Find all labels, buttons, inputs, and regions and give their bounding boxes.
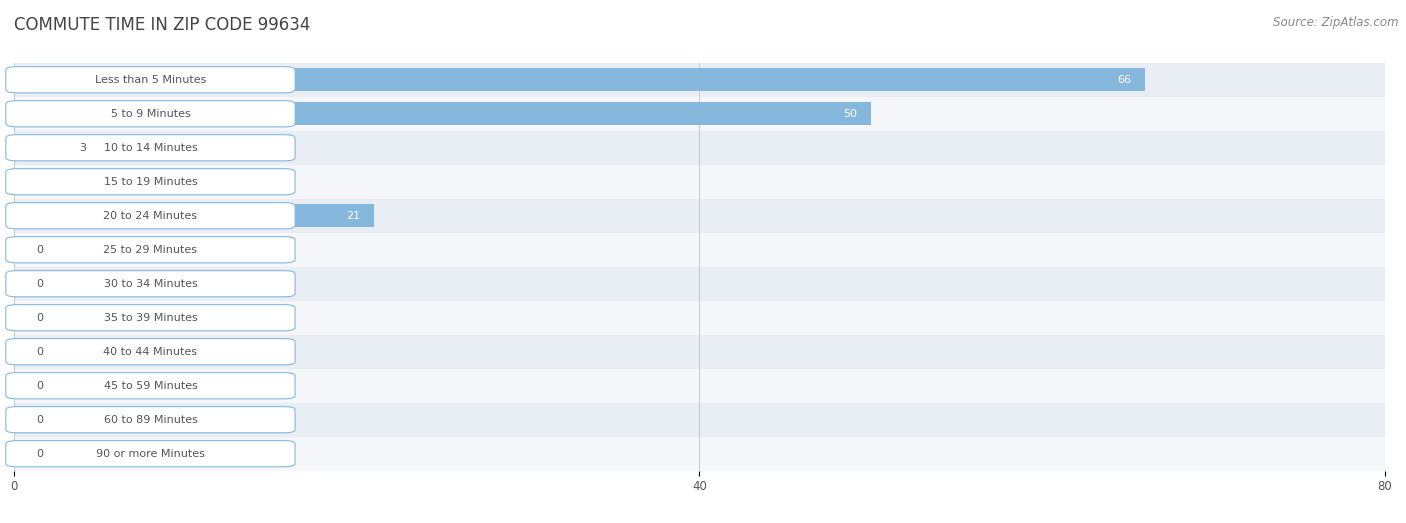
Text: 45 to 59 Minutes: 45 to 59 Minutes [104,381,197,391]
Bar [14,68,1144,92]
FancyBboxPatch shape [6,270,295,297]
Bar [0,233,1406,267]
Bar [14,374,21,397]
Bar [0,63,1406,97]
Text: 0: 0 [37,279,44,289]
Text: 35 to 39 Minutes: 35 to 39 Minutes [104,313,197,323]
Text: Less than 5 Minutes: Less than 5 Minutes [94,75,207,85]
Bar [0,199,1406,233]
Text: 5 to 9 Minutes: 5 to 9 Minutes [111,109,190,119]
Bar [14,340,21,363]
FancyBboxPatch shape [6,338,295,365]
Bar [0,437,1406,471]
Bar [0,369,1406,403]
Text: 15 to 19 Minutes: 15 to 19 Minutes [104,177,197,187]
Text: 3: 3 [79,143,86,153]
Text: COMMUTE TIME IN ZIP CODE 99634: COMMUTE TIME IN ZIP CODE 99634 [14,16,311,33]
FancyBboxPatch shape [6,134,295,161]
Bar [0,97,1406,131]
Bar [0,335,1406,369]
FancyBboxPatch shape [6,440,295,467]
Bar [14,442,21,465]
Text: 15: 15 [243,177,257,187]
Text: 0: 0 [37,245,44,255]
Text: 20 to 24 Minutes: 20 to 24 Minutes [104,211,197,221]
FancyBboxPatch shape [6,236,295,263]
Bar [0,165,1406,199]
Text: 0: 0 [37,381,44,391]
Text: Source: ZipAtlas.com: Source: ZipAtlas.com [1274,16,1399,29]
Bar [0,267,1406,301]
Text: 0: 0 [37,313,44,323]
Text: 60 to 89 Minutes: 60 to 89 Minutes [104,415,197,425]
Text: 30 to 34 Minutes: 30 to 34 Minutes [104,279,197,289]
Bar [14,306,21,329]
Bar [14,238,21,262]
Text: 0: 0 [37,347,44,357]
FancyBboxPatch shape [6,100,295,127]
FancyBboxPatch shape [6,66,295,93]
Text: 0: 0 [37,415,44,425]
Bar [14,170,271,194]
Text: 21: 21 [346,211,360,221]
Bar [0,403,1406,437]
Bar [14,204,374,228]
FancyBboxPatch shape [6,202,295,229]
Bar [14,408,21,431]
Text: 10 to 14 Minutes: 10 to 14 Minutes [104,143,197,153]
Bar [14,102,870,126]
Text: 25 to 29 Minutes: 25 to 29 Minutes [104,245,197,255]
Text: 50: 50 [844,109,858,119]
Bar [0,301,1406,335]
Bar [0,131,1406,165]
Text: 0: 0 [37,449,44,459]
FancyBboxPatch shape [6,406,295,433]
FancyBboxPatch shape [6,372,295,399]
Bar [14,272,21,295]
FancyBboxPatch shape [6,168,295,195]
Text: 66: 66 [1118,75,1132,85]
FancyBboxPatch shape [6,304,295,331]
Bar [14,136,66,160]
Text: 40 to 44 Minutes: 40 to 44 Minutes [104,347,197,357]
Text: 90 or more Minutes: 90 or more Minutes [96,449,205,459]
